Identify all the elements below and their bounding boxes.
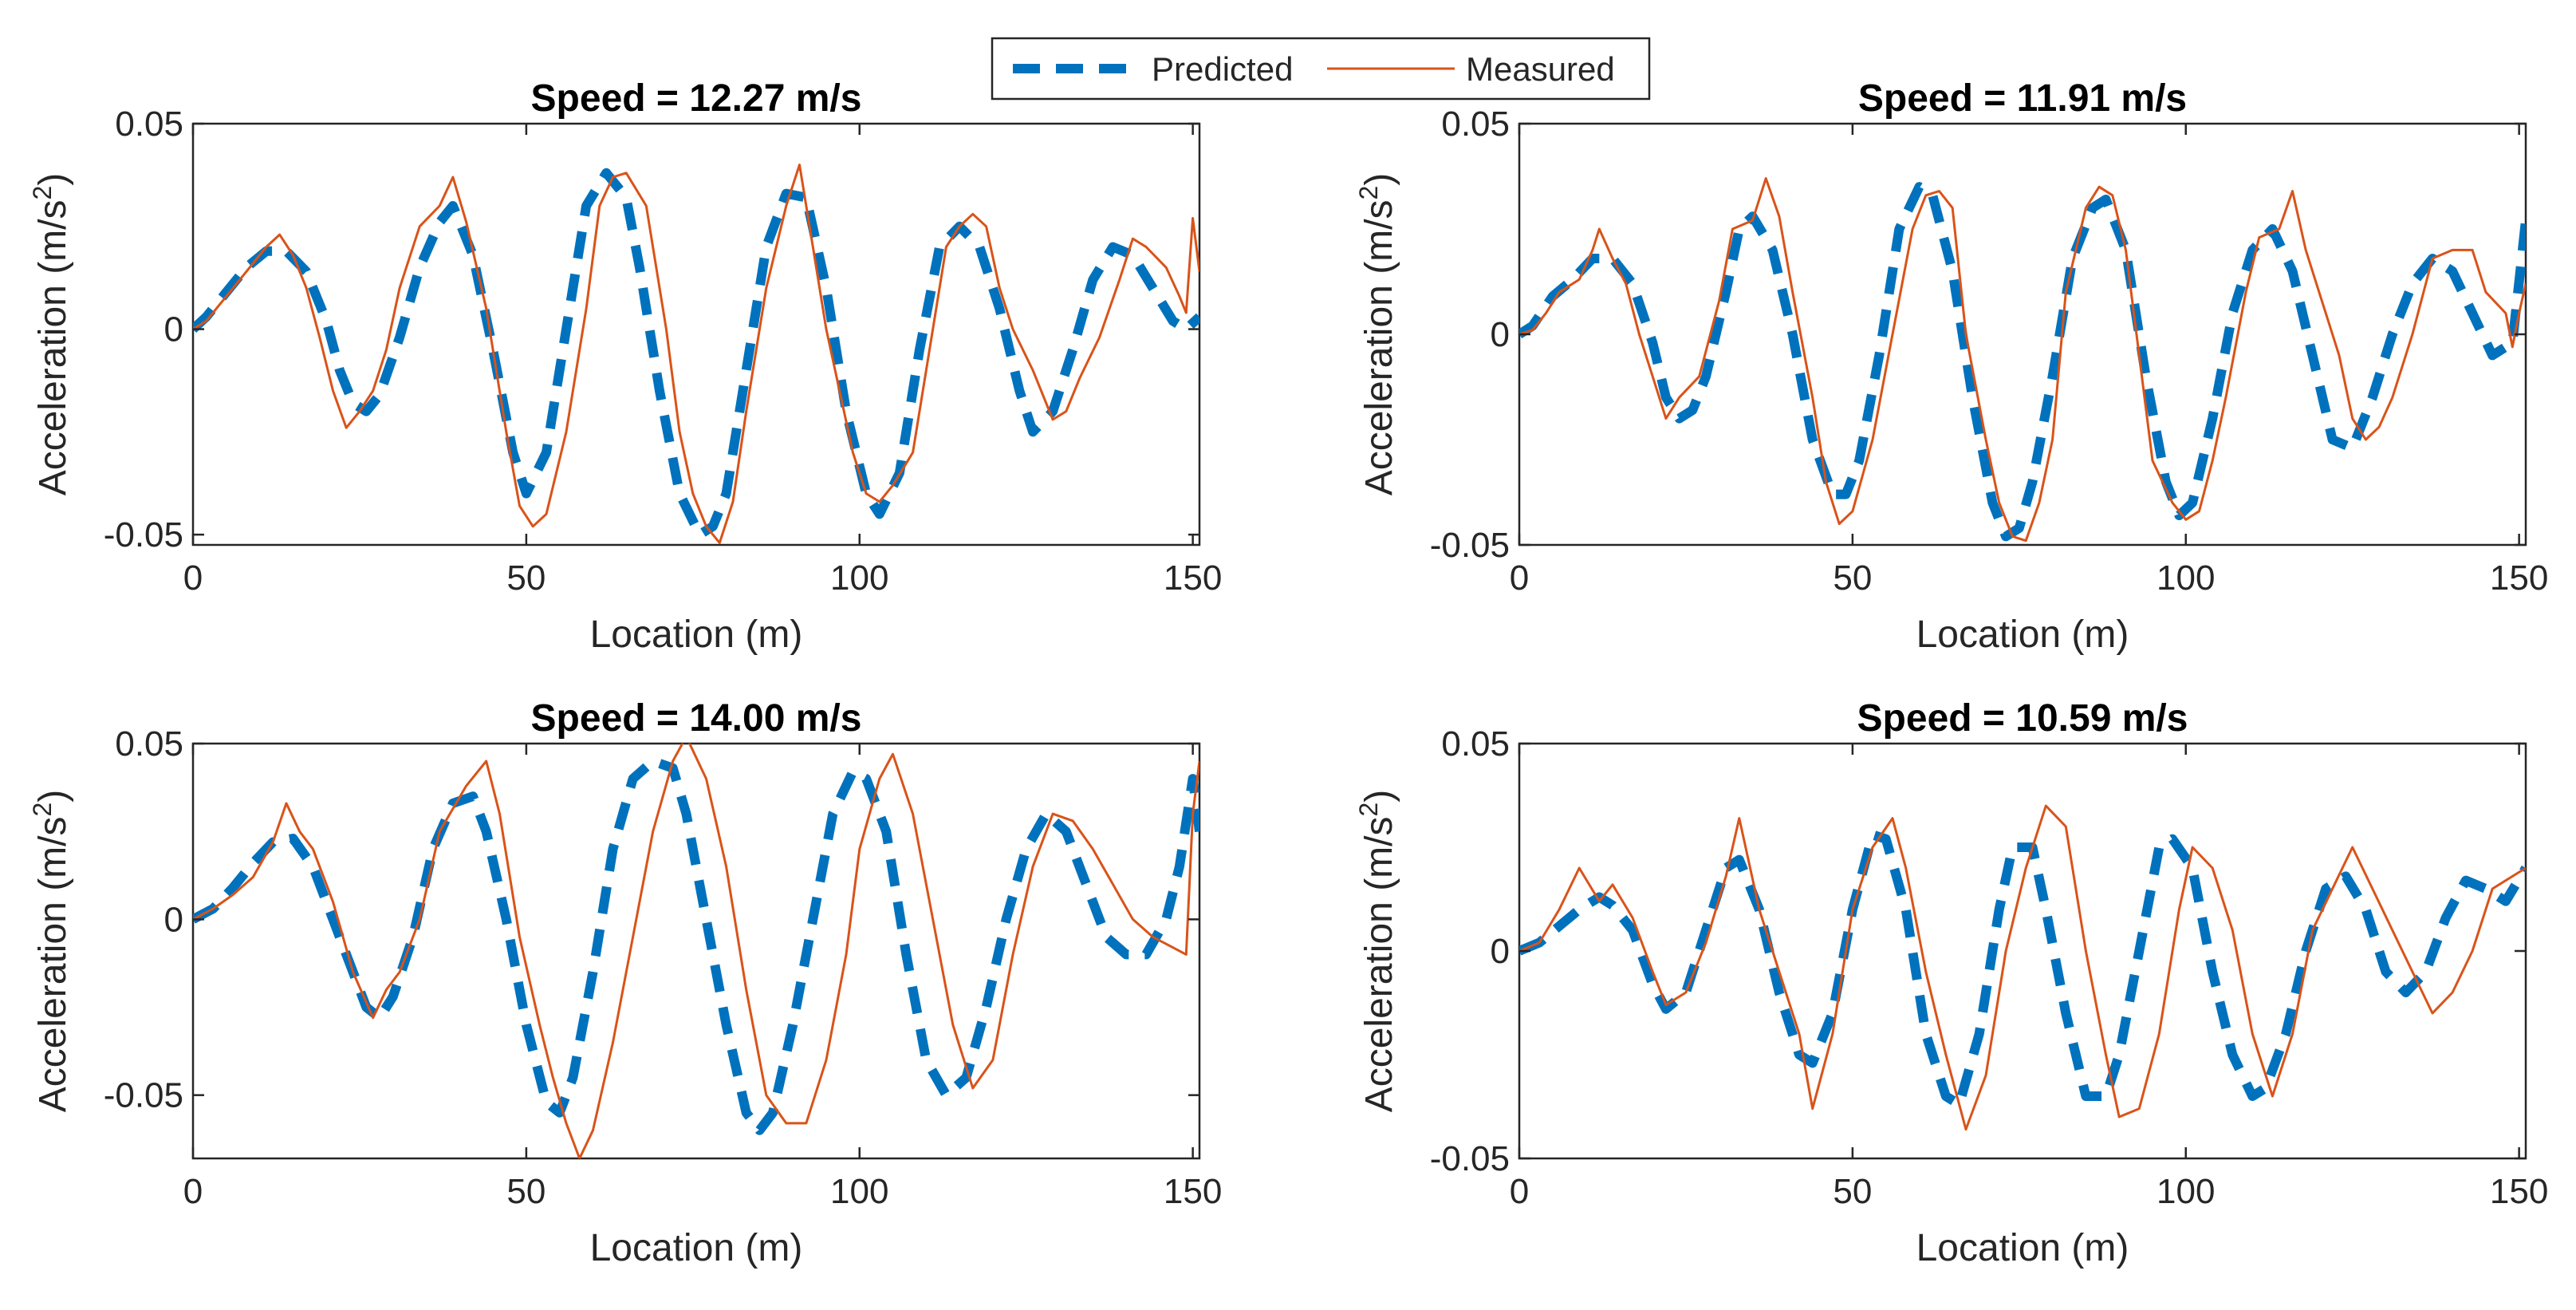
x-axis-label: Location (m) [590,614,803,656]
series-line-measured [193,744,1199,1158]
series-line-measured [1519,804,2526,1131]
y-tick-label: 0.05 [115,724,183,764]
y-tick-label: -0.05 [1430,526,1510,565]
series-line-measured [193,164,1199,544]
y-axis-label: Acceleration (m/s2) [1354,790,1400,1113]
chart-title: Speed = 14.00 m/s [531,697,862,740]
y-tick-label: 0 [164,310,183,349]
y-tick-label: -0.05 [104,1076,183,1115]
x-tick-label: 100 [830,558,888,598]
series-line-predicted [193,168,1199,540]
series-line-measured [1519,177,2526,543]
plot-area [191,742,1201,1160]
chart-title: Speed = 11.91 m/s [1858,77,2187,120]
x-tick-label: 100 [830,1172,888,1211]
x-axis-label: Location (m) [1916,614,2129,656]
series-line-predicted [1519,182,2526,542]
y-axis-label: Acceleration (m/s2) [28,173,74,496]
x-tick-label: 150 [1164,558,1222,598]
x-tick-label: 50 [506,558,546,598]
x-tick-label: 150 [2490,558,2548,598]
plot-area [1518,742,2527,1160]
plot-area [1518,122,2527,546]
y-axis-label: Acceleration (m/s2) [1354,173,1400,496]
legend-label-measured: Measured [1466,50,1615,88]
y-tick-label: 0.05 [1441,724,1510,764]
x-tick-label: 100 [2157,1172,2215,1211]
x-tick-label: 0 [183,1172,203,1211]
y-tick-label: -0.05 [1430,1139,1510,1178]
y-tick-label: 0 [1491,932,1510,971]
legend: Predicted Measured [991,37,1651,101]
y-tick-label: 0.05 [1441,105,1510,144]
x-tick-label: 50 [1833,1172,1872,1211]
y-tick-label: 0.05 [115,105,183,144]
plot-area [191,122,1201,546]
y-tick-label: 0 [164,900,183,939]
y-tick-label: -0.05 [104,515,183,554]
series-line-predicted [1519,830,2526,1110]
x-tick-label: 0 [1510,558,1529,598]
y-axis-label: Acceleration (m/s2) [28,790,74,1113]
x-tick-label: 0 [1510,1172,1529,1211]
chart-title: Speed = 12.27 m/s [531,77,862,120]
chart-title: Speed = 10.59 m/s [1857,697,2188,740]
x-tick-label: 150 [1164,1172,1222,1211]
x-tick-label: 50 [506,1172,546,1211]
x-tick-label: 0 [183,558,203,598]
chart-panel-3: 0 50 100 150 -0.05 0 0.05 Speed = 14.00 m/s Loca… [28,697,1222,1269]
legend-label-predicted: Predicted [1152,50,1293,88]
x-axis-label: Location (m) [590,1227,803,1269]
x-tick-label: 100 [2157,558,2215,598]
x-axis-label: Location (m) [1916,1227,2129,1269]
x-tick-label: 150 [2490,1172,2548,1211]
x-tick-label: 50 [1833,558,1872,598]
y-tick-label: 0 [1491,315,1510,354]
